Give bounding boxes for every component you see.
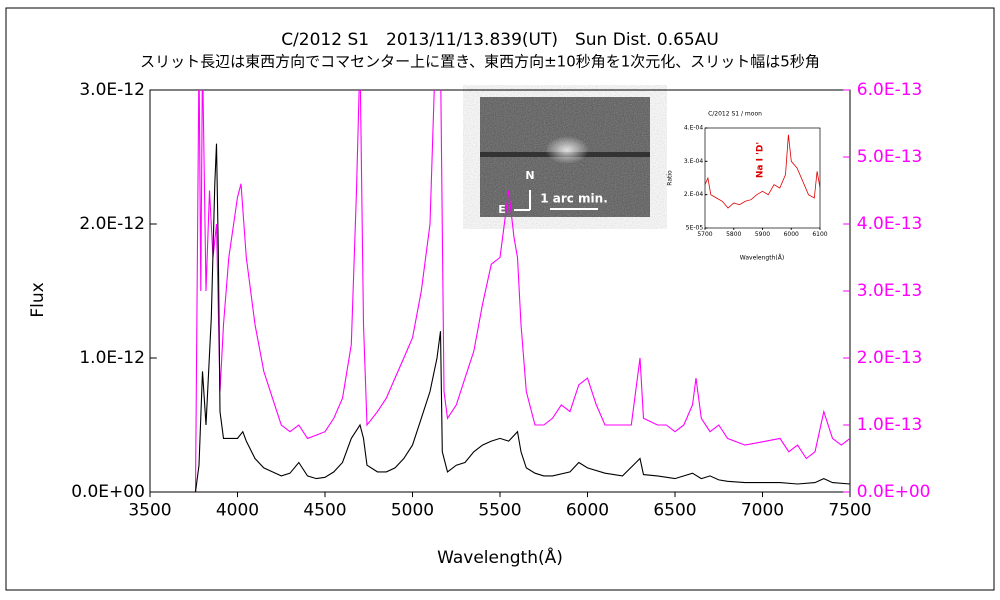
- x-tick-label: 5800: [726, 231, 741, 238]
- x-tick-label: 4000: [216, 501, 259, 521]
- y2-tick-label: 4.0E-13: [857, 214, 923, 234]
- x-tick-label: 6000: [566, 501, 609, 521]
- series-line: [705, 134, 820, 209]
- y-tick-label: 0.0E+00: [71, 482, 145, 502]
- image-north: N: [525, 169, 534, 182]
- image-coma: [545, 136, 589, 164]
- image-east: E: [498, 203, 506, 216]
- x-tick-label: 7000: [741, 501, 784, 521]
- y2-tick-label: 5.0E-13: [857, 147, 923, 167]
- inset-x-label: Wavelength(Å): [740, 255, 784, 262]
- series-line: [194, 90, 850, 492]
- image-compass: [514, 190, 531, 211]
- x-tick-label: 5700: [697, 231, 712, 238]
- inset-title: C/2012 S1 / moon: [708, 111, 762, 118]
- y-axis-label: Flux: [28, 282, 48, 317]
- series-line: [194, 143, 850, 492]
- y2-tick-label: 0.0E+00: [857, 482, 931, 502]
- y-tick-label: 5E-05: [686, 225, 704, 232]
- x-tick-label: 5500: [478, 501, 521, 521]
- image-scale: 1 arc min.: [540, 192, 608, 206]
- chart-subtitle: スリット長辺は東西方向でコマセンター上に置き、東西方向±10秒角を1次元化、スリ…: [140, 53, 820, 71]
- inset-y-label: Ratio: [667, 170, 674, 186]
- x-tick-label: 5900: [755, 231, 770, 238]
- x-tick-label: 3500: [128, 501, 171, 521]
- x-axis-label: Wavelength(Å): [437, 546, 563, 568]
- y-tick-label: 4.E-04: [684, 125, 703, 132]
- x-tick-label: 6100: [812, 231, 827, 238]
- y2-tick-label: 2.0E-13: [857, 348, 923, 368]
- y-tick-label: 2.E-04: [684, 191, 703, 198]
- chart-title: C/2012 S1 2013/11/13.839(UT) Sun Dist. 0…: [281, 30, 719, 50]
- y-tick-label: 2.0E-12: [79, 214, 145, 234]
- y2-tick-label: 6.0E-13: [857, 80, 923, 100]
- x-tick-label: 7500: [828, 501, 871, 521]
- y-tick-label: 3.0E-12: [79, 80, 145, 100]
- x-tick-label: 6000: [784, 231, 799, 238]
- y-tick-label: 3.E-04: [684, 158, 703, 165]
- inset-annotation: Na I 'D': [756, 142, 766, 178]
- x-tick-label: 4500: [303, 501, 346, 521]
- x-tick-label: 6500: [653, 501, 696, 521]
- frame: [5, 7, 995, 591]
- y-tick-label: 1.0E-12: [79, 348, 145, 368]
- y2-tick-label: 3.0E-13: [857, 281, 923, 301]
- x-tick-label: 5000: [391, 501, 434, 521]
- inset-image: N E 1 arc min.: [480, 97, 650, 217]
- y2-tick-label: 1.0E-13: [857, 415, 923, 435]
